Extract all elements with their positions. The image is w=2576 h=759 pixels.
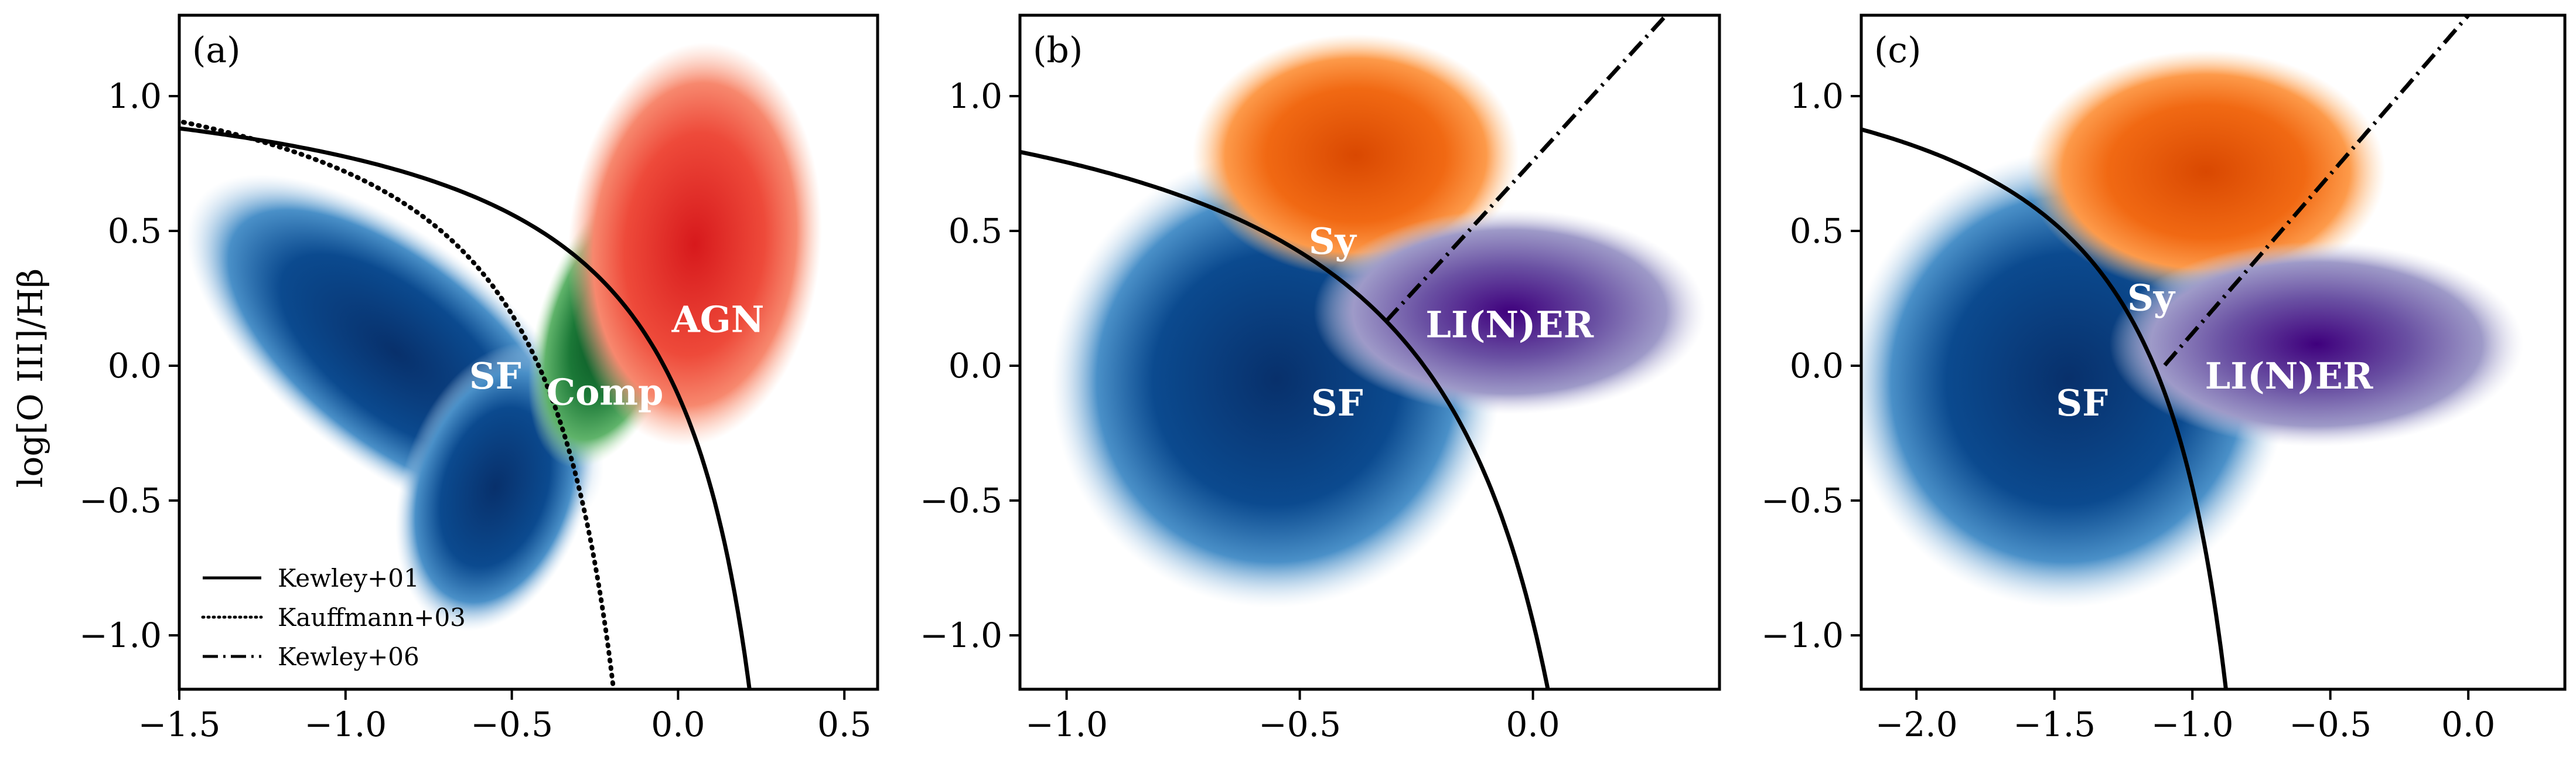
kewley06-line <box>1384 15 1669 323</box>
region-label: SF <box>2056 382 2108 424</box>
region-label: AGN <box>671 298 765 341</box>
panel-3: SF Sy LI(N)ER −2.0 −1.5 −1.0 −0.5 0.0 −1.0 −0.5 0.… <box>1761 13 2567 744</box>
plot-area <box>1020 15 1706 689</box>
kauffmann03-curve <box>179 118 616 689</box>
y-axis-label: log[O III]/Hβ <box>11 268 50 488</box>
x-tick-label: 0.0 <box>651 704 705 744</box>
y-tick-label: −0.5 <box>1761 481 1844 520</box>
x-tick-label: −1.5 <box>2013 704 2096 744</box>
x-tick-label: 0.0 <box>2441 704 2495 744</box>
sy-density <box>2026 50 2386 293</box>
y-tick-label: 1.0 <box>948 76 1002 116</box>
region-label: Comp <box>547 371 664 414</box>
x-tick-label: −0.5 <box>1258 704 1341 744</box>
x-tick-label: −1.0 <box>1025 704 1108 744</box>
kewley01-curve <box>1861 127 2228 689</box>
x-tick-label: −2.0 <box>1875 704 1958 744</box>
x-tick-label: −1.0 <box>2151 704 2234 744</box>
panel-2: SF Sy LI(N)ER −1.0 −0.5 0.0 −1.0 −0.5 0.0 0.5 1.0 (… <box>920 13 1721 744</box>
x-tick-label: −1.5 <box>138 704 221 744</box>
y-tick-label: 0.0 <box>948 346 1002 386</box>
panel-label: (b) <box>1033 30 1083 71</box>
legend-label: Kauffmann+03 <box>278 603 466 632</box>
plot-frame <box>1018 13 1721 691</box>
x-tick-label: 0.0 <box>1506 704 1560 744</box>
panel-label: (c) <box>1874 30 1921 71</box>
plot-area <box>1861 15 2524 689</box>
y-tick-label: 1.0 <box>108 76 162 116</box>
legend-label: Kewley+01 <box>278 564 419 593</box>
y-tick-label: 1.0 <box>1790 76 1844 116</box>
y-tick-label: 0.5 <box>1790 211 1844 251</box>
panel-label: (a) <box>192 30 241 71</box>
region-label: SF <box>469 355 521 397</box>
y-tick-label: 0.0 <box>108 346 162 386</box>
y-tick-label: −0.5 <box>79 481 162 520</box>
plot-frame <box>1860 13 2567 691</box>
region-label: Sy <box>2127 277 2176 319</box>
x-tick-label: −0.5 <box>470 704 553 744</box>
legend: Kewley+01 Kauffmann+03 Kewley+06 <box>201 564 466 671</box>
liner-density <box>1313 209 1706 414</box>
liner-density <box>2109 241 2524 447</box>
region-label: LI(N)ER <box>1425 304 1594 346</box>
y-tick-label: −1.0 <box>1761 615 1844 655</box>
y-tick-label: −0.5 <box>920 481 1002 520</box>
y-tick-label: 0.5 <box>948 211 1002 251</box>
agn-density <box>567 42 822 447</box>
y-tick-label: −1.0 <box>920 615 1002 655</box>
plot-area <box>179 42 822 689</box>
sy-density <box>1192 34 1519 277</box>
region-label: SF <box>1311 382 1363 424</box>
region-label: Sy <box>1309 220 1357 263</box>
legend-label: Kewley+06 <box>278 642 419 671</box>
y-tick-label: 0.5 <box>108 211 162 251</box>
region-label: LI(N)ER <box>2205 355 2373 397</box>
y-tick-label: 0.0 <box>1790 346 1844 386</box>
y-tick-label: −1.0 <box>79 615 162 655</box>
x-tick-label: −1.0 <box>304 704 387 744</box>
plot-frame <box>178 13 879 691</box>
x-tick-label: 0.5 <box>817 704 871 744</box>
kewley01-curve <box>1020 149 1550 689</box>
x-tick-label: −0.5 <box>2289 704 2372 744</box>
